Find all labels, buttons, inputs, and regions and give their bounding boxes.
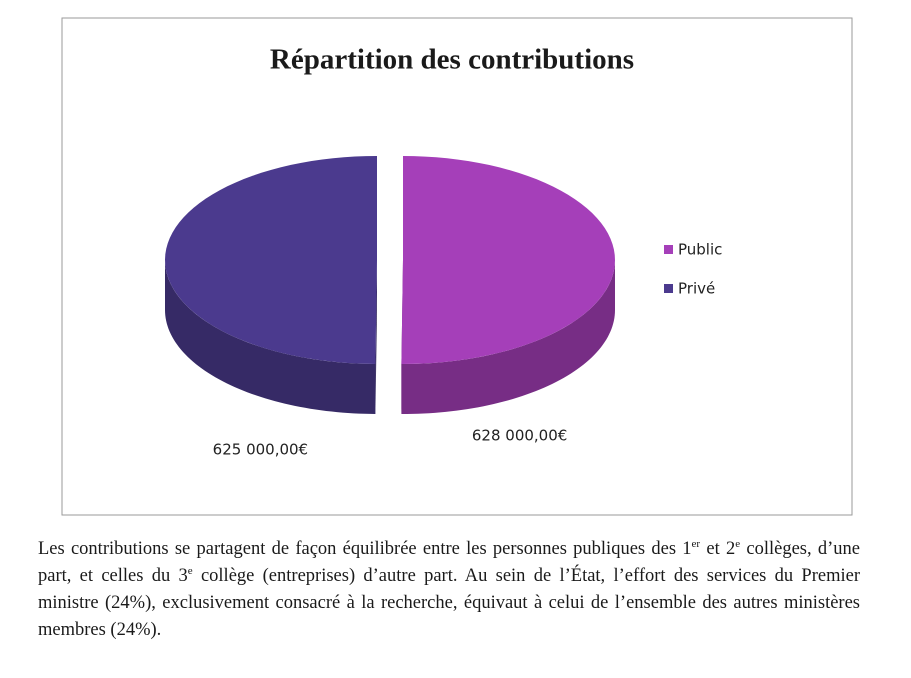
chart: Répartition des contributions 628 000,00… — [61, 17, 853, 516]
slice-side — [165, 259, 376, 414]
value-label: 628 000,00€ — [472, 427, 567, 445]
value-label: 625 000,00€ — [213, 441, 308, 459]
superscript: er — [691, 537, 701, 550]
text-run: et 2 — [700, 539, 736, 559]
legend-swatch — [664, 284, 673, 293]
superscript: e — [735, 537, 741, 550]
text-run: Les contributions se partagent de façon … — [38, 539, 692, 559]
superscript: e — [187, 564, 193, 577]
paragraph: Les contributions se partagent de façon … — [38, 536, 860, 644]
pie-slice — [401, 156, 615, 365]
pie-slice — [165, 155, 378, 364]
text-run: collèges, d’une part, et celles du 3 — [38, 539, 860, 586]
text-run: collège (entreprises) d’autre part. Au s… — [38, 566, 860, 640]
chart-title: Répartition des contributions — [270, 44, 634, 76]
legend-text: Privé — [678, 280, 715, 298]
slice-side — [401, 260, 615, 415]
slice-side — [375, 259, 378, 414]
legend-text: Public — [678, 241, 722, 259]
legend-swatch — [664, 245, 673, 254]
